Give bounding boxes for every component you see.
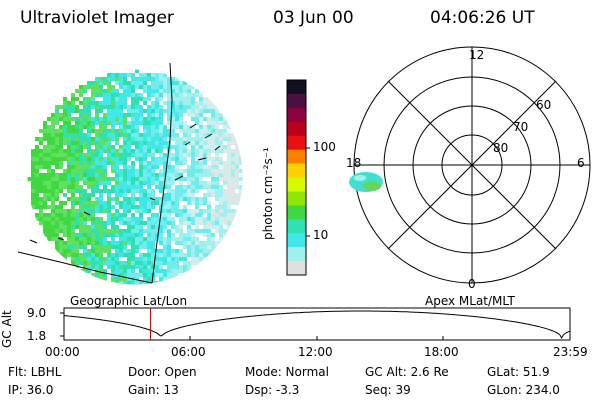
colorbar-segment [287,121,306,137]
timeline-ytick-9: 9.0 [27,306,47,320]
status-mode: Mode: Normal [245,365,329,379]
colorbar-segment [287,107,306,123]
date-label: 03 Jun 00 [273,8,354,28]
colorbar-segment [287,177,306,192]
instrument-title: Ultraviolet Imager [20,8,174,28]
timeline-ytick-1: 1.8 [27,329,47,343]
colorbar-segment [287,191,306,206]
colorbar-ticks [306,147,310,237]
colorbar-segment [287,80,306,95]
mlt-label-6: 6 [577,156,585,170]
status-gain: Gain: 13 [128,383,179,397]
colorbar-unit-label: photon cm⁻²s⁻¹ [261,147,275,240]
orbit-timeline [60,307,571,341]
coast-ticks [29,123,221,244]
status-glon: GLon: 234.0 [487,383,560,397]
geographic-globe-image [17,62,244,286]
coastline [17,251,153,284]
colorbar-tick-100: 100 [313,140,336,154]
status-dsp: Dsp: -3.3 [245,383,300,397]
colorbar-segment [287,135,306,151]
mlat-label-60: 60 [536,98,552,112]
status-flt: Flt: LBHL [8,365,62,379]
time-label: 04:06:26 UT [430,8,535,28]
status-door: Door: Open [128,365,197,379]
colorbar-segment [287,219,306,234]
geographic-label: Geographic Lat/Lon [70,294,188,308]
timeline-ylabel: GC Alt [0,310,14,348]
timeline-xtick-0600: 06:00 [171,345,206,359]
apex-polar-plot [353,46,591,284]
mlt-label-0: 0 [468,277,476,291]
timeline-xtick-0000: 00:00 [45,345,80,359]
colorbar-segment [287,205,306,220]
terminator-line [151,62,173,284]
orbit-altitude-curve [63,310,571,340]
timeline-xtick-1200: 12:00 [298,345,333,359]
timeline-xtick-1800: 18:00 [424,345,459,359]
mlat-label-80: 80 [493,141,509,155]
status-seq: Seq: 39 [365,383,411,397]
colorbar-segment [287,93,306,109]
colorbar-segment [287,247,306,262]
polar-aurora-blob [349,172,383,192]
apex-label: Apex MLat/MLT [425,294,515,308]
globe-pixels [27,69,243,285]
status-ip: IP: 36.0 [8,383,54,397]
colorbar-segment [287,261,306,276]
colorbar-segment [287,163,306,178]
color-scale-bar [286,79,307,276]
colorbar-segment [287,233,306,248]
mlat-label-70: 70 [513,120,529,134]
timeline-xtick-2359: 23:59 [553,345,588,359]
mlt-label-18: 18 [346,156,362,170]
colorbar-frame [286,79,307,276]
colorbar-segment [287,149,306,165]
mlt-label-12: 12 [469,48,485,62]
colorbar-tick-10: 10 [313,228,329,242]
status-glat: GLat: 51.9 [487,365,550,379]
status-gcalt: GC Alt: 2.6 Re [365,365,449,379]
